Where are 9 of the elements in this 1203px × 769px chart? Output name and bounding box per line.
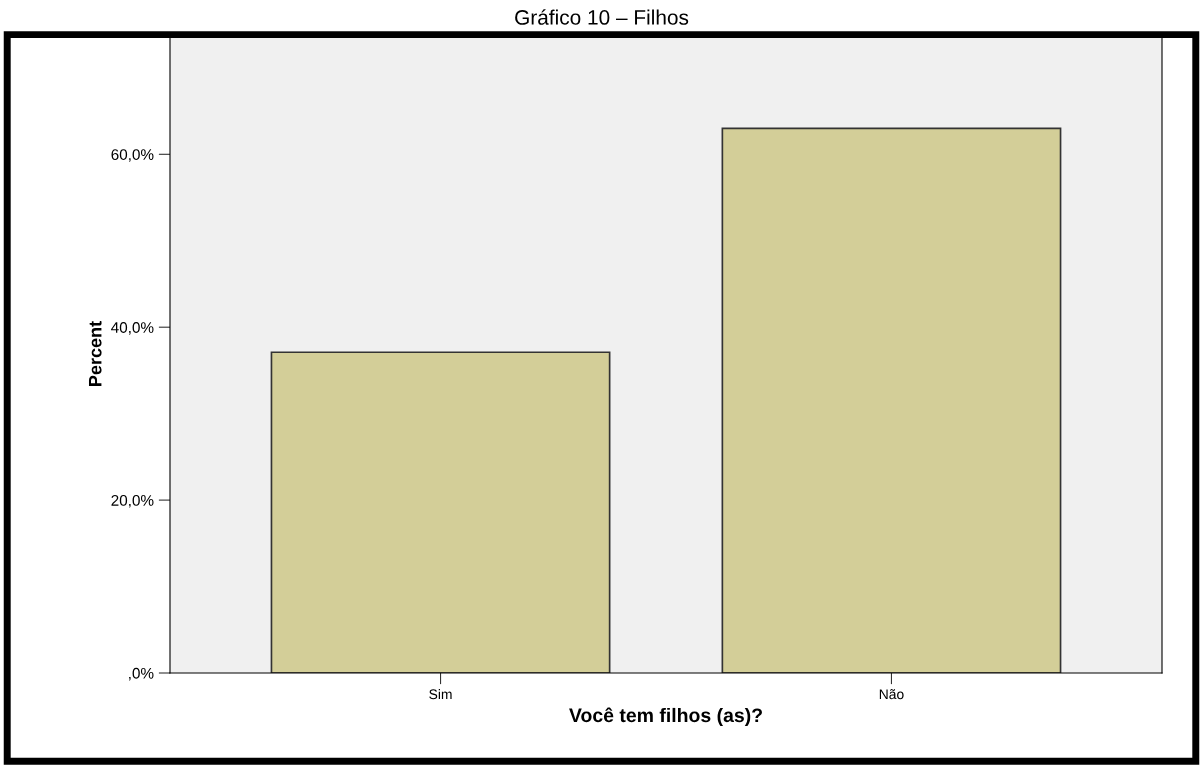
y-tick-label: 20,0% — [111, 494, 154, 508]
x-tick-label: Não — [879, 689, 904, 700]
x-axis-title: Você tem filhos (as)? — [569, 707, 762, 727]
y-tick-label: ,0% — [129, 667, 154, 681]
y-axis-title: Percent — [88, 321, 102, 386]
y-tick-label: 40,0% — [111, 322, 154, 335]
chart-title: Gráfico 10 – Filhos — [515, 9, 689, 25]
x-tick-label: Sim — [429, 688, 452, 700]
y-tick-label: 60,0% — [111, 149, 154, 162]
